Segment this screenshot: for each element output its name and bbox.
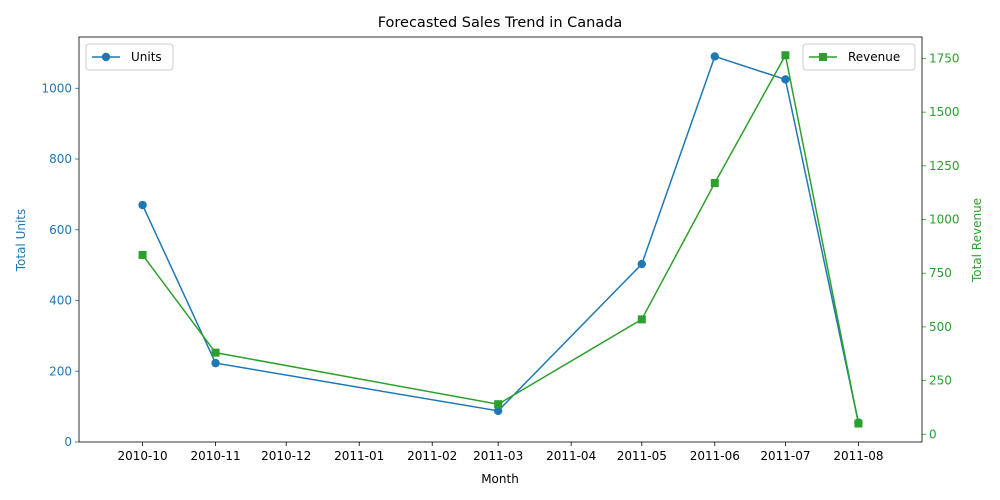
x-tick-label: 2011-06 [690,449,740,463]
series-units-point [211,358,220,368]
series-revenue-point [710,179,719,188]
x-tick-label: 2011-05 [617,449,667,463]
y-right-tick-label: 1750 [929,51,960,65]
legend-units-marker [101,52,111,62]
legend-revenue-label: Revenue [848,50,900,64]
y-left-tick-label: 600 [49,223,72,237]
series-revenue-point [494,400,503,409]
legend-units-label: Units [131,50,162,64]
x-tick-label: 2011-08 [833,449,883,463]
y-left-tick-label: 1000 [41,81,72,95]
series-revenue-point [211,348,220,357]
legend-revenue-marker [819,53,827,61]
series-units-point [781,75,790,84]
left-axis-ticks: 0 200 400 600 800 1000 [41,81,79,449]
y-axis-left-label: Total Units [14,209,28,273]
x-tick-label: 2011-02 [407,449,457,463]
series-revenue-point [854,419,863,428]
y-left-tick-label: 400 [49,294,72,308]
x-tick-label: 2010-12 [261,449,311,463]
legend-revenue-box [802,43,916,71]
y-left-tick-label: 200 [49,364,72,378]
y-right-tick-label: 750 [929,266,952,280]
series-layer [138,51,863,428]
y-left-tick-label: 0 [64,435,72,449]
y-left-tick-label: 800 [49,152,72,166]
legend-units: Units [85,43,174,71]
series-revenue-point [138,250,147,259]
x-axis-label: Month [481,472,519,486]
series-units-point [493,406,503,416]
y-right-tick-label: 250 [929,374,952,388]
right-axis-ticks: 0 250 500 750 1000 1250 1500 1750 [922,51,960,441]
y-right-tick-label: 1000 [929,213,960,227]
series-units-point [138,200,147,210]
legend-units-box [85,43,174,71]
y-right-tick-label: 1250 [929,159,960,173]
x-tick-label: 2010-11 [191,449,241,463]
series-revenue-point [637,315,646,324]
plot-area [79,37,922,442]
plot-frame [78,36,923,443]
chart-title: Forecasted Sales Trend in Canada [378,15,623,31]
y-axis-right-label: Total Revenue [970,198,984,283]
series-revenue-point [781,51,790,60]
x-tick-label: 2011-07 [760,449,810,463]
x-axis-ticks: 2010-10 2010-11 2010-12 2011-01 2011-02 2011-… [118,442,883,463]
y-right-tick-label: 0 [929,427,937,441]
series-units-point [710,52,719,61]
series-units-point [637,259,646,269]
x-tick-label: 2011-01 [334,449,384,463]
x-tick-label: 2011-04 [546,449,596,463]
y-right-tick-label: 1500 [929,105,960,119]
x-tick-label: 2010-10 [118,449,168,463]
legend-revenue: Revenue [802,43,916,71]
x-tick-label: 2011-03 [473,449,523,463]
y-right-tick-label: 500 [929,320,952,334]
